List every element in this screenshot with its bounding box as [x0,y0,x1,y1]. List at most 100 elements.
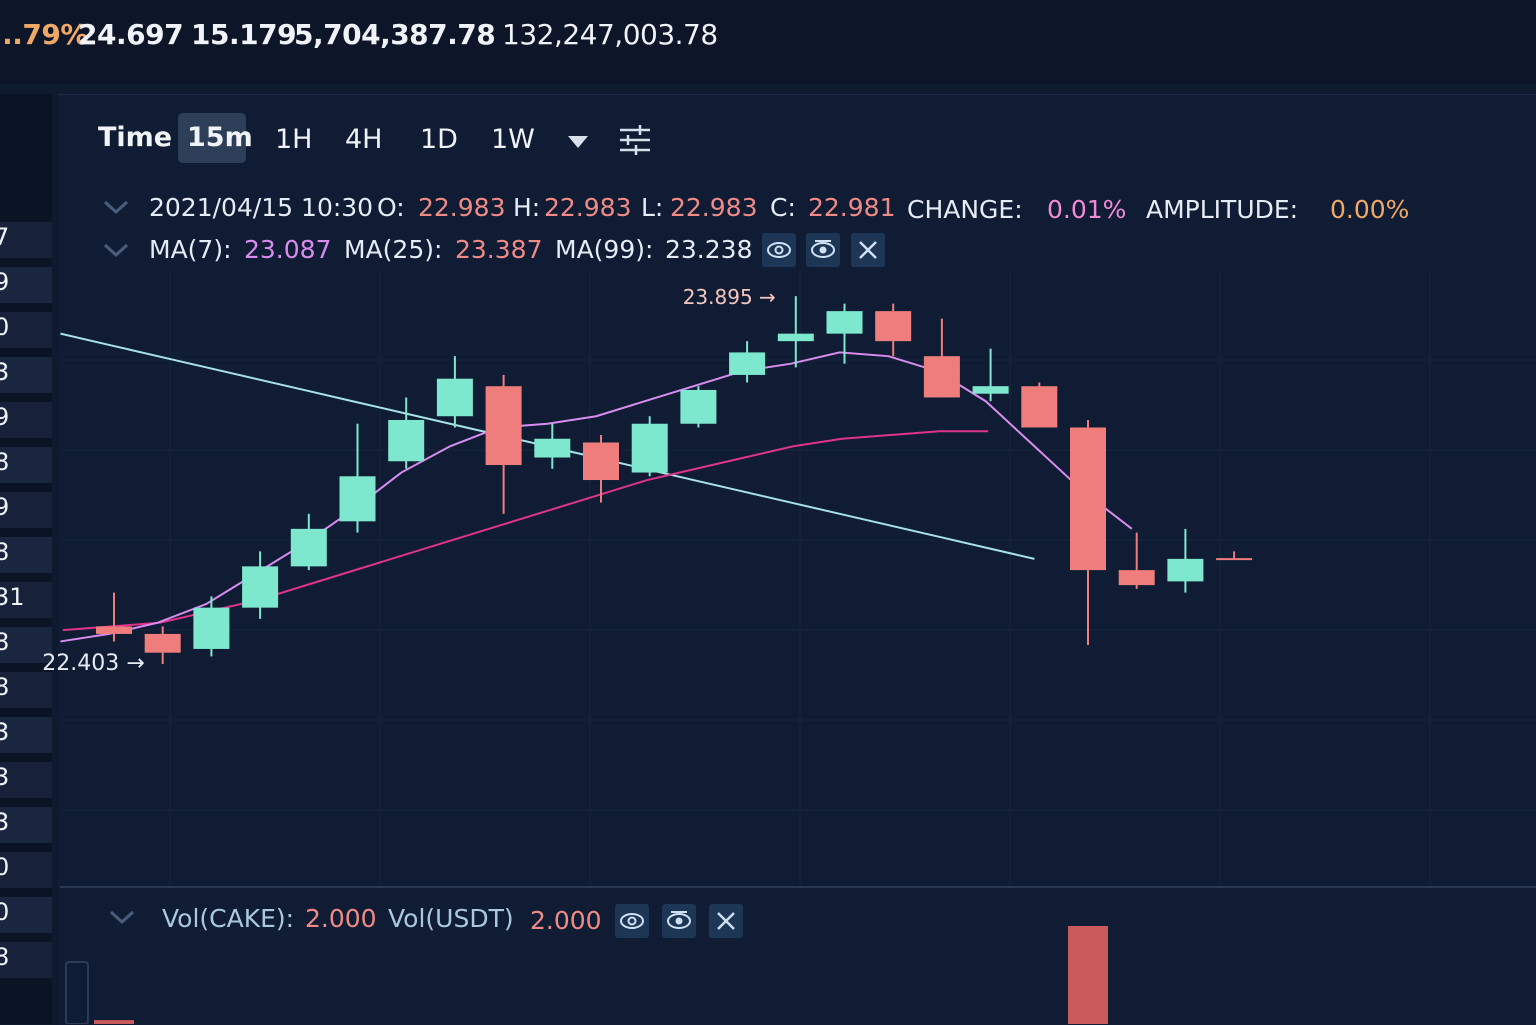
vol-show-button[interactable] [615,904,649,938]
ma25-value: 23.387 [455,235,543,264]
eye-settings-icon [667,911,691,929]
volume-scroll-handle [65,961,89,1024]
interval-dropdown-icon[interactable] [566,132,590,150]
interval-15m[interactable]: 15m [187,122,253,153]
ohlc-low: 22.983 [670,193,758,222]
eye-settings-icon [811,240,835,258]
ma99-label: MA(99): [555,235,654,264]
candle-body [144,633,181,653]
candle-body [1167,558,1204,582]
orderbook-row[interactable]: 9 [0,402,52,438]
ohlc-close-label: C: [770,193,796,222]
candle-body [534,438,571,458]
candle-body [1216,558,1253,561]
orderbook-row[interactable]: 3 [0,807,52,843]
interval-1d[interactable]: 1D [420,124,458,155]
close-icon [859,241,877,259]
vol-close-button[interactable] [709,904,743,938]
close-icon [717,912,735,930]
ticker-bar: ...79% 24.697 15.179 5,704,387.78 132,24… [0,0,1536,84]
orderbook-row[interactable]: 0 [0,852,52,888]
orderbook-row[interactable]: 8 [0,942,52,978]
volume-bar [94,1020,134,1024]
ticker-volume-base: 5,704,387.78 [294,18,496,51]
orderbook-row[interactable]: 8 [0,672,52,708]
interval-1w[interactable]: 1W [491,124,535,155]
collapse-ma-icon[interactable] [102,241,130,259]
orderbook-value: 3 [0,718,10,746]
vol-usdt-label: Vol(USDT) [388,904,514,933]
orderbook-row[interactable]: 3 [0,357,52,393]
ohlc-change-label: CHANGE: [907,195,1023,224]
orderbook-value: 3 [0,358,10,386]
orderbook-row[interactable]: 8 [0,627,52,663]
interval-4h[interactable]: 4H [345,124,383,155]
orderbook-row[interactable]: 8 [0,447,52,483]
settings-sliders-icon[interactable] [618,124,652,156]
orderbook-row[interactable]: 9 [0,492,52,528]
interval-1h[interactable]: 1H [275,124,313,155]
ticker-high: 24.697 [78,18,184,51]
candle-body [485,386,522,466]
orderbook-value: 0 [0,313,10,341]
candle-body [826,311,863,334]
orderbook-header: l [0,182,1,210]
candle-body [972,386,1009,394]
candle-body [290,528,327,567]
ohlc-open-label: O: [377,193,405,222]
ma-show-button[interactable] [762,233,796,267]
orderbook-value: 3 [0,763,10,791]
ma-settings-button[interactable] [806,233,840,267]
orderbook-value: 7 [0,223,10,251]
orderbook-row[interactable]: 3 [0,717,52,753]
orderbook-value: 9 [0,268,10,296]
candle-body [1021,386,1058,428]
orderbook-row[interactable]: 7 [0,222,52,258]
orderbook-row[interactable]: 0 [0,312,52,348]
ohlc-open: 22.983 [418,193,506,222]
candle-body [875,311,912,342]
orderbook-value: 9 [0,493,10,521]
collapse-volume-icon[interactable] [108,908,136,926]
orderbook-value: 8 [0,448,10,476]
time-label: Time [98,122,173,153]
orderbook-row[interactable]: 9 [0,267,52,303]
ticker-change: ...79% [0,18,88,51]
orderbook-row[interactable]: 3 [0,762,52,798]
eye-icon [767,242,791,258]
min-price-label: 22.403 → [42,651,144,676]
vol-settings-button[interactable] [662,904,696,938]
candle-body [1070,427,1106,571]
ma7-label: MA(7): [149,235,232,264]
candle-body [777,333,814,342]
orderbook-value: 8 [0,943,10,971]
candle-body [388,419,425,462]
eye-icon [620,913,644,929]
orderbook-value: 0 [0,853,10,881]
ma7-value: 23.087 [244,235,332,264]
ohlc-change: 0.01% [1047,195,1127,224]
candle-body [339,476,376,522]
collapse-ohlc-icon[interactable] [102,198,130,216]
ma-close-button[interactable] [851,233,885,267]
ohlc-low-label: L: [641,193,664,222]
candle-body [242,566,279,608]
ticker-volume-quote: 132,247,003.78 [502,18,718,51]
orderbook-row[interactable]: 31 [0,582,52,618]
candle-body [923,356,960,398]
vol-cake-value: 2.000 [305,904,377,933]
orderbook-row[interactable]: 0 [0,897,52,933]
candle-body [1118,570,1155,586]
volume-bar [1068,926,1108,1024]
candle-body [193,607,230,649]
candle-body [96,626,132,634]
orderbook-value: 3 [0,808,10,836]
ohlc-amplitude-label: AMPLITUDE: [1146,195,1299,224]
ohlc-high-label: H: [513,193,541,222]
ma25-label: MA(25): [344,235,443,264]
orderbook-row[interactable]: 8 [0,537,52,573]
ticker-low: 15.179 [191,18,297,51]
ohlc-close: 22.981 [808,193,896,222]
orderbook-value: 0 [0,898,10,926]
